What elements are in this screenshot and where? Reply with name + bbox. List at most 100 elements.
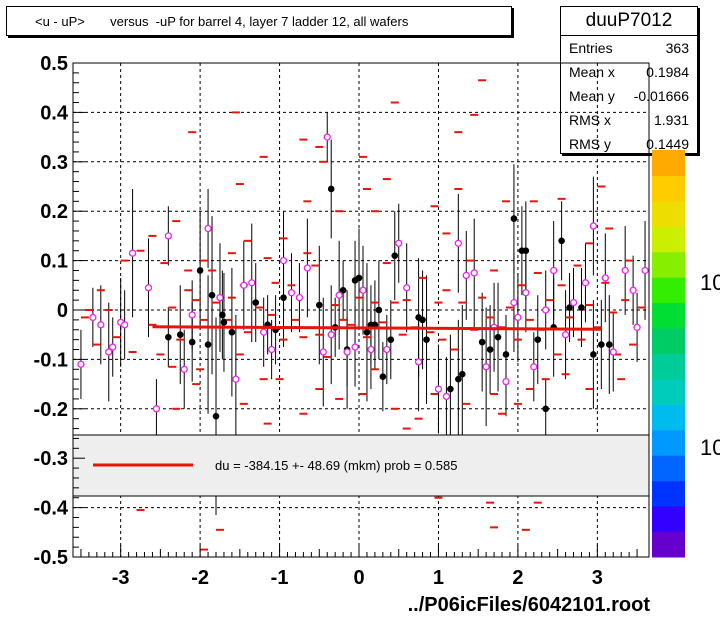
footer-filename: ../P06icFiles/6042101.root (407, 594, 650, 616)
magenta-point (188, 311, 196, 319)
palette-band (652, 251, 685, 278)
stats-box: duuP7012 Entries 363 Mean x 0.1984 Mean … (560, 6, 698, 154)
magenta-point-markers (77, 133, 649, 413)
stat-label: Entries (569, 40, 613, 56)
magenta-point (319, 348, 327, 356)
black-point (590, 351, 597, 358)
magenta-point (109, 343, 117, 351)
magenta-point (609, 348, 617, 356)
magenta-point (287, 289, 296, 297)
magenta-point (327, 331, 335, 339)
fit-legend: du = -384.15 +- 48.69 (mkm) prob = 0.585 (72, 434, 650, 497)
black-point (379, 373, 387, 380)
fit-line-group (152, 325, 602, 331)
x-tick-label: -2 (191, 567, 209, 589)
magenta-point (248, 279, 256, 287)
stat-value: 0.1984 (646, 64, 689, 80)
black-point (558, 237, 565, 245)
black-point (391, 252, 399, 259)
black-point (486, 346, 494, 353)
black-point (280, 294, 287, 301)
black-point (188, 338, 196, 346)
magenta-point (502, 377, 510, 386)
black-point (447, 385, 454, 393)
magenta-point (621, 266, 629, 275)
magenta-point (279, 256, 288, 265)
black-point (165, 333, 172, 341)
y-tick-label: -0.4 (34, 498, 69, 520)
black-point (327, 185, 335, 193)
palette-band (652, 175, 685, 202)
fit-line (152, 325, 602, 331)
black-point (339, 286, 347, 294)
palette-band (652, 404, 685, 431)
palette-band (652, 302, 685, 329)
black-point (510, 215, 518, 222)
magenta-point (180, 365, 188, 373)
magenta-point (629, 286, 637, 294)
magenta-point (403, 284, 411, 292)
black-point (196, 267, 204, 274)
palette-label-lower: 10 (700, 435, 720, 460)
black-point (355, 274, 363, 282)
magenta-point (303, 264, 312, 272)
palette-band (652, 378, 685, 405)
stat-label: RMS y (569, 136, 611, 152)
magenta-point (581, 279, 590, 287)
magenta-point (97, 321, 105, 329)
magenta-point (152, 405, 161, 413)
magenta-point (383, 345, 391, 354)
palette-band (652, 226, 685, 253)
magenta-point (105, 348, 113, 356)
palette-band (652, 480, 685, 507)
black-point (455, 375, 462, 383)
magenta-point (267, 345, 276, 354)
stats-name: duuP7012 (561, 7, 697, 36)
black-point (494, 333, 502, 341)
stats-row-mean-y: Mean y -0.01666 (561, 84, 697, 108)
y-tick-label: -0.5 (34, 547, 68, 569)
black-point (219, 311, 226, 319)
stats-row-rms-y: RMS y 0.1449 (561, 132, 697, 156)
palette-band (652, 506, 685, 533)
magenta-point (77, 360, 85, 368)
fit-legend-text: du = -384.15 +- 48.69 (mkm) prob = 0.585 (215, 458, 457, 473)
stats-row-entries: Entries 363 (561, 36, 697, 60)
palette-band (652, 150, 685, 176)
magenta-point (514, 313, 522, 322)
magenta-point (633, 323, 641, 331)
black-point (387, 336, 395, 343)
black-point (502, 351, 510, 358)
black-point (204, 341, 212, 348)
magenta-point (454, 239, 462, 247)
magenta-point (204, 224, 212, 233)
black-point-markers (165, 185, 613, 420)
black-point (212, 412, 220, 420)
black-point (423, 336, 430, 343)
black-point (363, 328, 371, 336)
black-point (542, 405, 550, 413)
stat-value: 363 (665, 40, 689, 56)
magenta-point (260, 328, 268, 336)
stat-label: RMS x (569, 112, 611, 128)
black-point (605, 341, 613, 348)
black-point (522, 247, 530, 255)
magenta-point (335, 291, 343, 299)
black-point (375, 306, 383, 314)
magenta-point (414, 358, 423, 366)
palette-band (652, 429, 685, 456)
palette-band (652, 353, 685, 380)
palette-band (652, 328, 685, 354)
x-tick-label: 3 (592, 567, 603, 589)
black-point (176, 331, 184, 339)
palette-label-upper: 10 (700, 270, 720, 295)
axis-ticks: -3 -2 -1 0 1 2 3 -0.5 -0.4 -0.3 -0.2 -0.1 0 0.1 0.2 0.3… (34, 53, 638, 589)
y-tick-label: 0.2 (40, 201, 68, 223)
magenta-point (442, 392, 451, 401)
magenta-point (359, 286, 367, 294)
magenta-point (351, 343, 359, 351)
magenta-point (530, 363, 538, 371)
magenta-point (589, 222, 598, 230)
